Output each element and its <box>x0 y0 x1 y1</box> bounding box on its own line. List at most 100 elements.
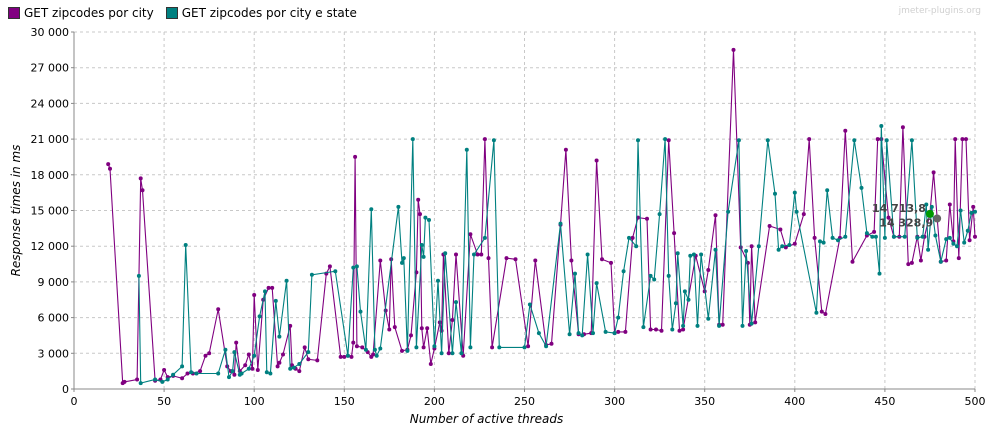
data-point-1[interactable] <box>864 231 869 236</box>
data-point-1[interactable] <box>536 331 541 336</box>
data-point-1[interactable] <box>830 235 835 240</box>
data-point-0[interactable] <box>327 264 332 269</box>
data-point-0[interactable] <box>654 327 658 332</box>
data-point-1[interactable] <box>171 372 176 377</box>
data-point-1[interactable] <box>432 344 437 349</box>
data-point-0[interactable] <box>900 125 905 130</box>
data-point-0[interactable] <box>486 256 491 261</box>
data-point-1[interactable] <box>436 278 440 283</box>
data-point-0[interactable] <box>819 309 824 314</box>
data-point-0[interactable] <box>342 354 347 359</box>
data-point-0[interactable] <box>246 352 251 357</box>
data-point-0[interactable] <box>392 325 397 330</box>
data-point-1[interactable] <box>396 204 401 209</box>
data-point-1[interactable] <box>464 147 469 152</box>
data-point-0[interactable] <box>886 215 891 220</box>
data-point-1[interactable] <box>153 377 158 382</box>
data-point-1[interactable] <box>944 237 949 242</box>
data-point-1[interactable] <box>902 234 907 239</box>
data-point-0[interactable] <box>875 137 880 142</box>
data-point-1[interactable] <box>257 314 262 319</box>
data-point-0[interactable] <box>162 368 167 372</box>
data-point-1[interactable] <box>765 138 770 143</box>
data-point-1[interactable] <box>180 364 185 369</box>
data-point-0[interactable] <box>266 285 271 290</box>
data-point-0[interactable] <box>843 128 848 133</box>
data-point-0[interactable] <box>409 333 413 338</box>
data-point-0[interactable] <box>630 235 635 240</box>
data-point-0[interactable] <box>198 369 203 374</box>
data-point-0[interactable] <box>731 47 736 52</box>
data-point-1[interactable] <box>670 327 675 332</box>
data-point-1[interactable] <box>372 347 377 352</box>
data-point-1[interactable] <box>955 244 959 249</box>
data-point-1[interactable] <box>567 332 572 337</box>
data-point-1[interactable] <box>634 244 639 249</box>
data-point-1[interactable] <box>969 210 974 215</box>
data-point-1[interactable] <box>836 238 840 243</box>
highlight-point[interactable] <box>933 214 942 223</box>
data-point-1[interactable] <box>400 260 404 265</box>
data-point-1[interactable] <box>369 207 374 212</box>
data-point-0[interactable] <box>645 216 649 221</box>
data-point-1[interactable] <box>713 247 718 252</box>
data-point-1[interactable] <box>821 240 826 245</box>
data-point-1[interactable] <box>744 249 749 253</box>
data-point-0[interactable] <box>706 268 711 272</box>
data-point-0[interactable] <box>297 369 302 374</box>
data-point-0[interactable] <box>468 232 473 237</box>
data-point-0[interactable] <box>354 344 359 349</box>
data-point-1[interactable] <box>673 301 678 306</box>
data-point-0[interactable] <box>594 158 599 163</box>
data-point-0[interactable] <box>672 231 677 236</box>
data-point-0[interactable] <box>446 351 451 356</box>
data-point-1[interactable] <box>648 273 653 278</box>
data-point-1[interactable] <box>612 331 617 336</box>
data-point-0[interactable] <box>681 327 686 332</box>
data-point-1[interactable] <box>636 138 640 143</box>
data-point-0[interactable] <box>504 256 509 261</box>
data-point-1[interactable] <box>454 300 458 305</box>
data-point-1[interactable] <box>616 315 621 320</box>
data-point-0[interactable] <box>425 326 430 331</box>
data-point-0[interactable] <box>677 328 682 333</box>
data-point-1[interactable] <box>439 351 444 356</box>
data-point-1[interactable] <box>736 138 741 143</box>
data-point-1[interactable] <box>194 371 199 376</box>
data-point-1[interactable] <box>297 362 302 366</box>
data-point-1[interactable] <box>621 269 626 274</box>
data-point-1[interactable] <box>973 209 977 214</box>
data-point-0[interactable] <box>378 258 383 263</box>
data-point-1[interactable] <box>309 272 314 277</box>
data-point-1[interactable] <box>780 244 785 249</box>
data-point-0[interactable] <box>135 377 140 382</box>
data-point-1[interactable] <box>264 370 269 375</box>
data-point-0[interactable] <box>418 212 422 217</box>
data-point-0[interactable] <box>971 204 976 209</box>
data-point-1[interactable] <box>818 239 822 244</box>
data-point-0[interactable] <box>778 227 783 232</box>
data-point-1[interactable] <box>459 351 464 356</box>
data-point-1[interactable] <box>920 234 925 239</box>
data-point-1[interactable] <box>675 251 680 256</box>
data-point-0[interactable] <box>454 252 458 257</box>
data-point-1[interactable] <box>544 344 549 349</box>
data-point-1[interactable] <box>183 243 188 247</box>
data-point-0[interactable] <box>616 329 621 334</box>
data-point-0[interactable] <box>421 345 426 350</box>
data-point-0[interactable] <box>973 234 977 239</box>
data-point-0[interactable] <box>648 327 653 332</box>
data-point-0[interactable] <box>482 137 487 142</box>
data-point-1[interactable] <box>491 138 496 143</box>
data-point-1[interactable] <box>333 269 338 274</box>
data-point-1[interactable] <box>585 252 590 257</box>
data-point-0[interactable] <box>526 344 531 349</box>
data-point-1[interactable] <box>962 240 967 245</box>
data-point-1[interactable] <box>603 329 608 334</box>
data-point-1[interactable] <box>363 347 368 352</box>
data-point-1[interactable] <box>773 191 777 196</box>
data-point-1[interactable] <box>740 323 745 328</box>
data-point-0[interactable] <box>338 354 343 359</box>
data-point-0[interactable] <box>353 154 358 159</box>
data-point-1[interactable] <box>947 235 952 240</box>
